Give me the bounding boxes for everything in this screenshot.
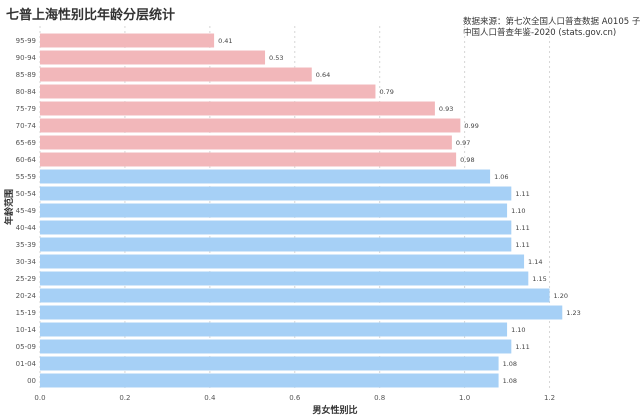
bar-30-34 bbox=[40, 254, 525, 269]
bar-10-14 bbox=[40, 322, 508, 337]
bar-value-label: 1.11 bbox=[515, 224, 529, 232]
bar-65-69 bbox=[40, 135, 452, 150]
bar-value-label: 0.79 bbox=[379, 88, 393, 96]
bar-75-79 bbox=[40, 101, 435, 116]
bar-value-label: 0.64 bbox=[316, 71, 330, 79]
bar-value-label: 0.53 bbox=[269, 54, 283, 62]
bar-value-label: 0.97 bbox=[456, 139, 470, 147]
bar-value-label: 1.10 bbox=[511, 207, 525, 215]
bar-40-44 bbox=[40, 220, 512, 235]
bar-value-label: 1.11 bbox=[515, 343, 529, 351]
y-tick-label: 60-64 bbox=[16, 156, 37, 164]
bar-25-29 bbox=[40, 271, 529, 286]
bar-value-label: 0.99 bbox=[464, 122, 478, 130]
bar-value-label: 1.11 bbox=[515, 241, 529, 249]
bar-55-59 bbox=[40, 169, 491, 184]
bar-value-label: 1.23 bbox=[566, 309, 580, 317]
y-tick-label: 25-29 bbox=[16, 275, 36, 283]
y-tick-label: 10-14 bbox=[16, 326, 37, 334]
source-note: 数据来源：第七次全国人口普查数据 A0105 子表 中国人口普查年鉴-2020 … bbox=[463, 17, 640, 39]
bar-80-84 bbox=[40, 84, 376, 99]
labels: 0.0 0.2 0.4 0.6 0.8 1.0 1.2 95-99 0.41 90-94 0.53 8… bbox=[16, 37, 581, 402]
chart-title: 七普上海性别比年龄分层统计 bbox=[6, 8, 176, 23]
y-tick-label: 00 bbox=[27, 377, 36, 385]
bar-value-label: 1.11 bbox=[515, 190, 529, 198]
x-tick-label: 1.0 bbox=[459, 394, 470, 402]
bar-value-label: 1.08 bbox=[503, 360, 517, 368]
bar-05-09 bbox=[40, 339, 512, 354]
y-tick-label: 65-69 bbox=[16, 139, 36, 147]
y-tick-label: 90-94 bbox=[16, 54, 37, 62]
x-tick-label: 0.8 bbox=[374, 394, 385, 402]
bar-value-label: 1.06 bbox=[494, 173, 508, 181]
bar-value-label: 1.20 bbox=[554, 292, 568, 300]
bar-90-94 bbox=[40, 50, 266, 65]
bar-70-74 bbox=[40, 118, 461, 133]
y-tick-label: 95-99 bbox=[16, 37, 36, 45]
bars bbox=[40, 33, 563, 388]
x-tick-label: 0.4 bbox=[204, 394, 216, 402]
x-tick-label: 0.0 bbox=[34, 394, 45, 402]
y-tick-label: 45-49 bbox=[16, 207, 36, 215]
y-tick-label: 40-44 bbox=[16, 224, 37, 232]
y-tick-label: 30-34 bbox=[16, 258, 37, 266]
bar-85-89 bbox=[40, 67, 312, 82]
y-tick-label: 75-79 bbox=[16, 105, 36, 113]
bar-15-19 bbox=[40, 305, 563, 320]
y-tick-label: 35-39 bbox=[16, 241, 36, 249]
y-tick-label: 15-19 bbox=[16, 309, 36, 317]
bar-60-64 bbox=[40, 152, 457, 167]
x-tick-label: 1.2 bbox=[544, 394, 555, 402]
bar-value-label: 1.10 bbox=[511, 326, 525, 334]
x-tick-label: 0.6 bbox=[289, 394, 301, 402]
source-line-1: 数据来源：第七次全国人口普查数据 A0105 子表 bbox=[463, 17, 640, 27]
bar-value-label: 0.98 bbox=[460, 156, 474, 164]
y-tick-label: 70-74 bbox=[16, 122, 37, 130]
bar-value-label: 1.08 bbox=[503, 377, 517, 385]
bar-00 bbox=[40, 373, 499, 388]
source-line-2: 中国人口普查年鉴-2020 (stats.gov.cn) bbox=[463, 28, 617, 38]
bar-95-99 bbox=[40, 33, 215, 48]
bar-45-49 bbox=[40, 203, 508, 218]
bar-value-label: 1.14 bbox=[528, 258, 542, 266]
y-tick-label: 80-84 bbox=[16, 88, 37, 96]
bar-50-54 bbox=[40, 186, 512, 201]
y-tick-label: 55-59 bbox=[16, 173, 36, 181]
bar-value-label: 0.41 bbox=[218, 37, 232, 45]
bar-value-label: 1.15 bbox=[532, 275, 546, 283]
y-tick-label: 50-54 bbox=[16, 190, 37, 198]
bar-value-label: 0.93 bbox=[439, 105, 453, 113]
y-tick-label: 85-89 bbox=[16, 71, 36, 79]
bar-20-24 bbox=[40, 288, 550, 303]
x-tick-label: 0.2 bbox=[119, 394, 130, 402]
y-tick-label: 01-04 bbox=[16, 360, 37, 368]
y-axis-title: 年龄范围 bbox=[3, 189, 15, 225]
bar-01-04 bbox=[40, 356, 499, 371]
x-axis-title: 男女性别比 bbox=[312, 404, 357, 416]
y-tick-label: 20-24 bbox=[16, 292, 37, 300]
bar-35-39 bbox=[40, 237, 512, 252]
y-tick-label: 05-09 bbox=[16, 343, 36, 351]
